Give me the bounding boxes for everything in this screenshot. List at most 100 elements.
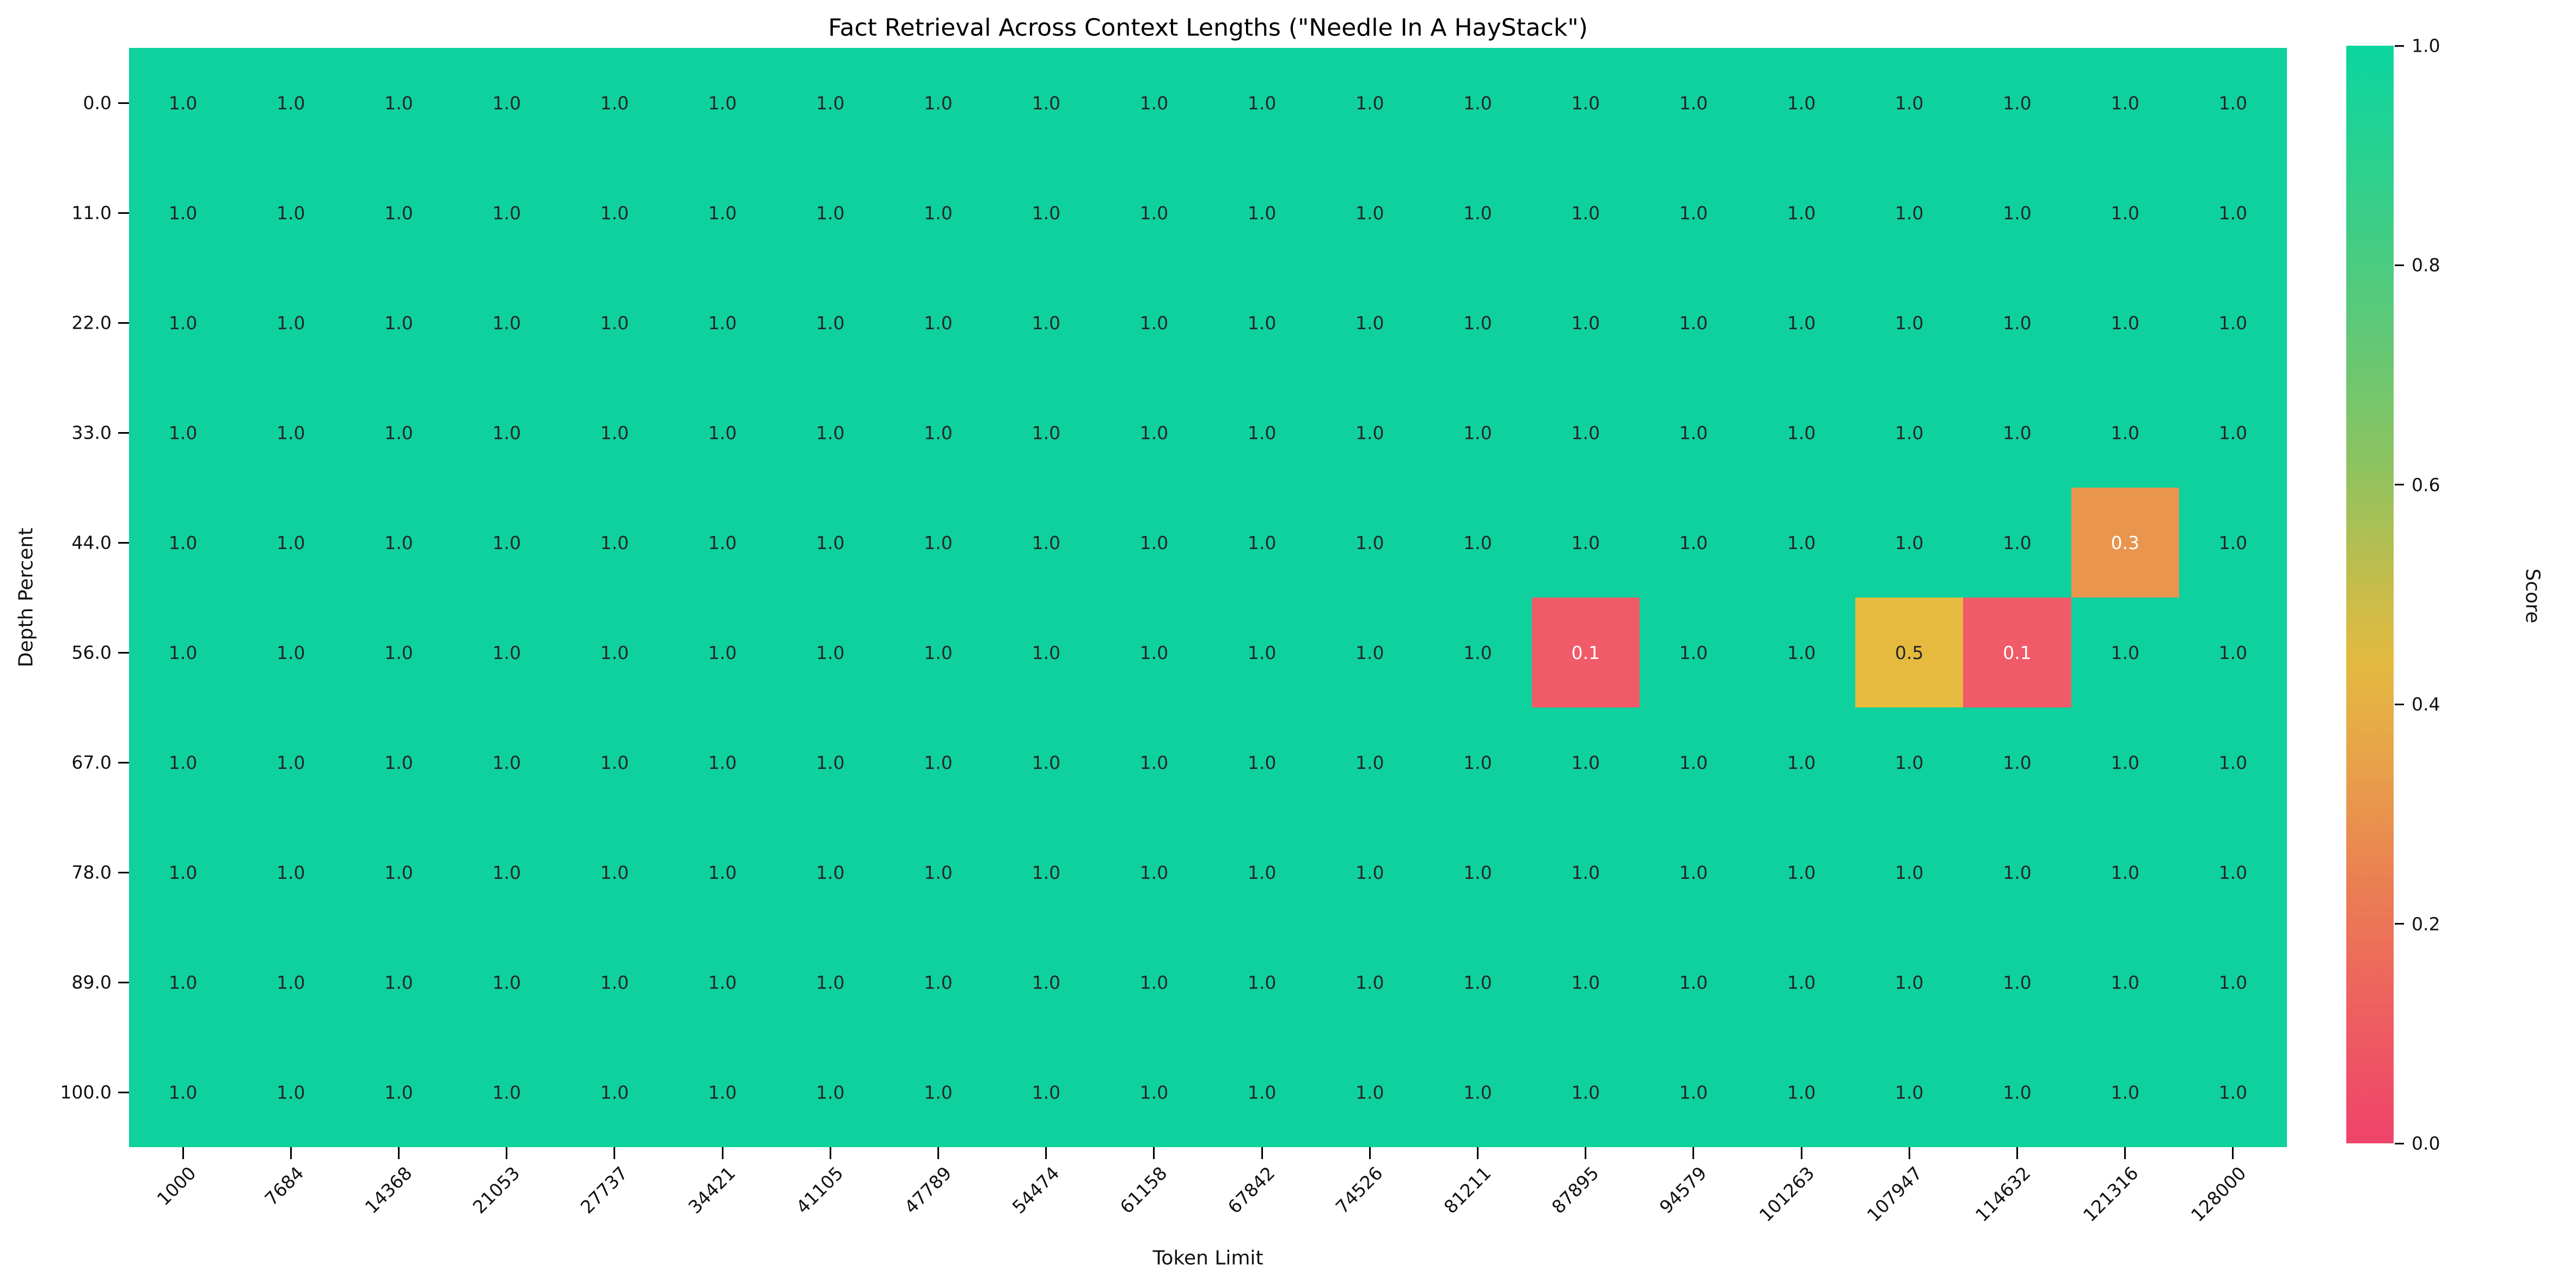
heatmap-cell: 1.0 — [1639, 598, 1747, 707]
x-axis-label: Token Limit — [1152, 1247, 1264, 1270]
y-tick-label: 44.0 — [71, 532, 112, 553]
heatmap-cell: 1.0 — [668, 488, 777, 598]
heatmap-cell: 1.0 — [1100, 48, 1208, 158]
heatmap-cell: 1.0 — [1424, 268, 1532, 378]
heatmap-cell: 1.0 — [776, 927, 885, 1037]
y-tick-mark — [118, 541, 129, 544]
y-tick-mark — [118, 761, 129, 763]
heatmap-cell: 1.0 — [776, 158, 885, 268]
x-tick-mark — [290, 1147, 292, 1159]
x-tick-label: 101263 — [1755, 1162, 1819, 1226]
heatmap-cell: 1.0 — [1639, 1037, 1747, 1147]
x-tick-label: 47789 — [900, 1162, 956, 1218]
colorbar-tick-mark — [2395, 264, 2404, 266]
heatmap-cell: 1.0 — [2071, 817, 2179, 927]
colorbar-label: Score — [2521, 568, 2544, 624]
heatmap-cell: 1.0 — [668, 598, 777, 707]
heatmap-cell: 1.0 — [992, 817, 1100, 927]
heatmap-cell: 1.0 — [1207, 927, 1316, 1037]
y-tick-label: 11.0 — [71, 202, 112, 224]
heatmap-cell: 1.0 — [1531, 707, 1640, 817]
heatmap-cell: 1.0 — [1207, 817, 1316, 927]
heatmap-cell: 1.0 — [237, 817, 345, 927]
x-tick-mark — [1692, 1147, 1695, 1159]
heatmap-cell: 1.0 — [668, 817, 777, 927]
heatmap-cell: 1.0 — [1316, 927, 1424, 1037]
x-tick-mark — [614, 1147, 616, 1159]
heatmap-cell: 1.0 — [1316, 488, 1424, 598]
heatmap-cell: 1.0 — [452, 48, 561, 158]
heatmap-cell: 1.0 — [129, 598, 237, 707]
colorbar-tick-label: 0.0 — [2412, 1132, 2440, 1154]
y-tick-label: 67.0 — [71, 752, 112, 773]
heatmap-cell: 1.0 — [668, 927, 777, 1037]
heatmap-cell: 1.0 — [129, 927, 237, 1037]
heatmap-cell: 1.0 — [560, 927, 668, 1037]
heatmap-cell: 1.0 — [560, 598, 668, 707]
heatmap-cell: 1.0 — [129, 158, 237, 268]
heatmap-cell: 1.0 — [1963, 488, 2071, 598]
heatmap-cell: 1.0 — [129, 817, 237, 927]
heatmap-cell: 1.0 — [452, 268, 561, 378]
heatmap-cell: 1.0 — [345, 268, 453, 378]
heatmap-cell: 1.0 — [1207, 1037, 1316, 1147]
heatmap-cell: 1.0 — [1639, 817, 1747, 927]
heatmap-cell: 1.0 — [776, 268, 885, 378]
y-tick-label: 0.0 — [83, 92, 112, 114]
heatmap-cell: 1.0 — [1855, 707, 1964, 817]
heatmap-cell: 1.0 — [1531, 158, 1640, 268]
heatmap-cell: 1.0 — [1100, 378, 1208, 488]
colorbar-tick-mark — [2395, 703, 2404, 705]
heatmap-cell: 1.0 — [1316, 707, 1424, 817]
heatmap-cell: 1.0 — [1747, 707, 1856, 817]
heatmap-cell: 1.0 — [884, 48, 992, 158]
heatmap-cell: 1.0 — [1316, 378, 1424, 488]
heatmap-cell: 0.1 — [1963, 598, 2071, 707]
heatmap-cell: 1.0 — [1316, 48, 1424, 158]
heatmap-cell: 1.0 — [1424, 378, 1532, 488]
heatmap-cell: 1.0 — [560, 378, 668, 488]
heatmap-cell: 1.0 — [2179, 707, 2287, 817]
chart-title: Fact Retrieval Across Context Lengths ("… — [828, 14, 1588, 42]
x-tick-label: 74526 — [1332, 1162, 1387, 1218]
heatmap-cell: 1.0 — [2179, 48, 2287, 158]
y-tick-label: 78.0 — [71, 861, 112, 883]
y-tick-mark — [118, 1091, 129, 1093]
heatmap-cell: 1.0 — [452, 817, 561, 927]
heatmap-cell: 0.5 — [1855, 598, 1964, 707]
heatmap-cell: 1.0 — [1963, 817, 2071, 927]
heatmap-cell: 1.0 — [1424, 158, 1532, 268]
colorbar-tick-mark — [2395, 923, 2404, 925]
colorbar-tick-label: 0.6 — [2412, 474, 2440, 496]
colorbar-tick-mark — [2395, 45, 2404, 47]
x-tick-mark — [1153, 1147, 1155, 1159]
heatmap-cell: 1.0 — [1963, 707, 2071, 817]
heatmap-cell: 1.0 — [2179, 268, 2287, 378]
y-tick-mark — [118, 871, 129, 873]
heatmap-cell: 1.0 — [345, 598, 453, 707]
heatmap-cell: 1.0 — [129, 268, 237, 378]
heatmap-cell: 1.0 — [560, 707, 668, 817]
heatmap-cell: 1.0 — [1316, 817, 1424, 927]
heatmap-cell: 1.0 — [452, 378, 561, 488]
heatmap-cell: 1.0 — [237, 48, 345, 158]
y-axis-label: Depth Percent — [15, 527, 38, 668]
x-tick-mark — [182, 1147, 184, 1159]
heatmap-cell: 1.0 — [560, 1037, 668, 1147]
heatmap-cell: 1.0 — [2179, 1037, 2287, 1147]
heatmap-cell: 1.0 — [129, 378, 237, 488]
heatmap-cell: 1.0 — [237, 488, 345, 598]
x-tick-mark — [1477, 1147, 1479, 1159]
x-tick-mark — [1261, 1147, 1263, 1159]
colorbar-tick-label: 1.0 — [2412, 35, 2440, 57]
heatmap-cell: 1.0 — [992, 48, 1100, 158]
heatmap-cell: 1.0 — [2071, 598, 2179, 707]
y-tick-label: 56.0 — [71, 642, 112, 663]
x-tick-label: 61158 — [1115, 1162, 1172, 1218]
heatmap-cell: 1.0 — [1747, 1037, 1856, 1147]
heatmap-cell: 1.0 — [1639, 158, 1747, 268]
heatmap-cell: 1.0 — [2179, 488, 2287, 598]
heatmap-cell: 1.0 — [237, 268, 345, 378]
heatmap-cell: 1.0 — [1747, 158, 1856, 268]
heatmap-cell: 1.0 — [884, 268, 992, 378]
